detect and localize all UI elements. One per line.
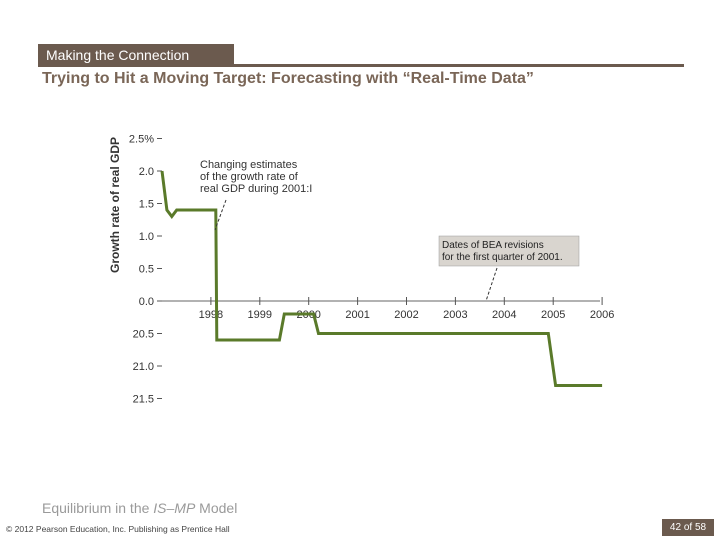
page-number: 42 of 58 [662, 519, 714, 536]
y-tick-label: 0.5 [139, 264, 154, 276]
y-tick-label: 2.0 [139, 166, 154, 178]
annotation-bea-leader [485, 267, 498, 302]
y-tick-label: 21.5 [133, 394, 154, 406]
gdp-estimate-line [160, 170, 603, 387]
footer-topic-emph: IS–MP [153, 500, 196, 516]
copyright: © 2012 Pearson Education, Inc. Publishin… [6, 524, 230, 534]
annotation-bea-line: for the first quarter of 2001. [442, 252, 563, 263]
y-tick-label: 0.0 [139, 296, 154, 308]
annotation-changing-line: Changing estimates [200, 159, 298, 171]
y-tick-label: 20.5 [133, 329, 154, 341]
slide-title: Trying to Hit a Moving Target: Forecasti… [42, 70, 534, 87]
x-tick-label: 2005 [541, 309, 565, 321]
x-tick-label: 2006 [590, 309, 614, 321]
annotation-bea-line: Dates of BEA revisions [442, 240, 544, 251]
header-divider [38, 64, 684, 67]
annotation-changing-line: real GDP during 2001:I [200, 183, 312, 195]
y-tick-label: 2.5% [129, 134, 154, 146]
x-tick-label: 2002 [394, 309, 418, 321]
annotation-changing-leader [214, 199, 227, 231]
y-axis-title: Growth rate of real GDP [108, 137, 122, 273]
y-tick-label: 1.5 [139, 199, 154, 211]
x-tick-label: 1998 [199, 309, 223, 321]
y-tick-label: 1.0 [139, 231, 154, 243]
footer-topic-prefix: Equilibrium in the [42, 500, 154, 516]
annotation-bea-box [438, 235, 580, 267]
x-tick-label: 1999 [248, 309, 272, 321]
section-tab: Making the Connection [38, 44, 234, 66]
annotation-changing-line: of the growth rate of [200, 171, 299, 183]
x-tick-label: 2001 [345, 309, 369, 321]
x-tick-label: 2004 [492, 309, 516, 321]
x-tick-label: 2003 [443, 309, 467, 321]
y-tick-label: 21.0 [133, 361, 154, 373]
footer-topic: Equilibrium in the IS–MP Model [42, 500, 237, 516]
footer-topic-suffix: Model [195, 500, 238, 516]
